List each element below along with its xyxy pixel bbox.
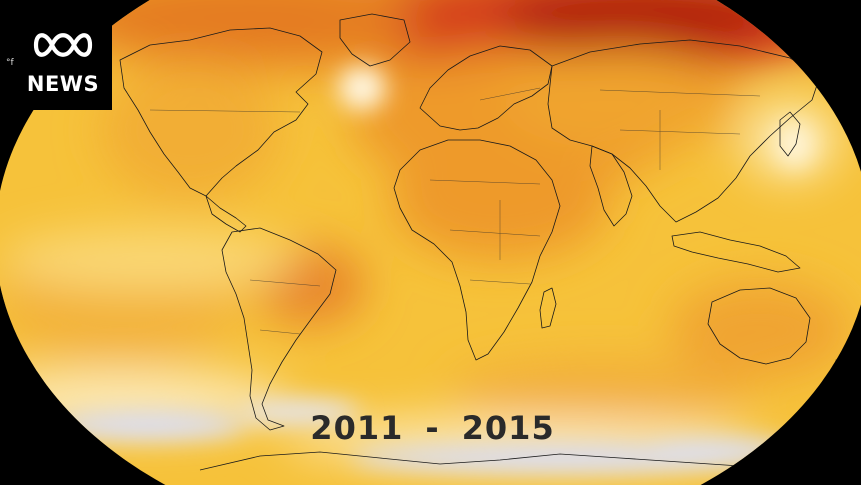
coastline-indonesia	[671, 231, 801, 273]
coastline-madagascar	[539, 287, 557, 329]
coastline-europe	[419, 45, 553, 131]
unit-label: °f	[6, 58, 14, 68]
period-start: 2011	[310, 409, 404, 447]
coastline-africa	[393, 139, 561, 361]
coastline-north-america	[119, 27, 323, 197]
coastline-asia	[547, 39, 821, 223]
coastline-australia	[707, 287, 811, 365]
coastline-south-america	[221, 227, 337, 431]
coastline-antarctica	[199, 451, 741, 471]
period-label: 2011-2015	[0, 409, 861, 447]
coastline-new-zealand	[833, 355, 851, 387]
anomaly-field	[0, 0, 860, 462]
period-end: 2015	[461, 409, 555, 447]
coastline-india	[589, 145, 633, 227]
period-separator: -	[425, 409, 440, 447]
coastline-central-america	[205, 195, 247, 233]
logo-brand-text: NEWS	[26, 72, 100, 96]
country-borders	[149, 87, 761, 335]
coastline-japan	[779, 111, 801, 157]
abc-news-logo: NEWS	[14, 0, 112, 110]
coastline-greenland	[339, 13, 411, 67]
abc-lissajous-icon	[33, 33, 93, 57]
coastlines	[119, 13, 851, 471]
